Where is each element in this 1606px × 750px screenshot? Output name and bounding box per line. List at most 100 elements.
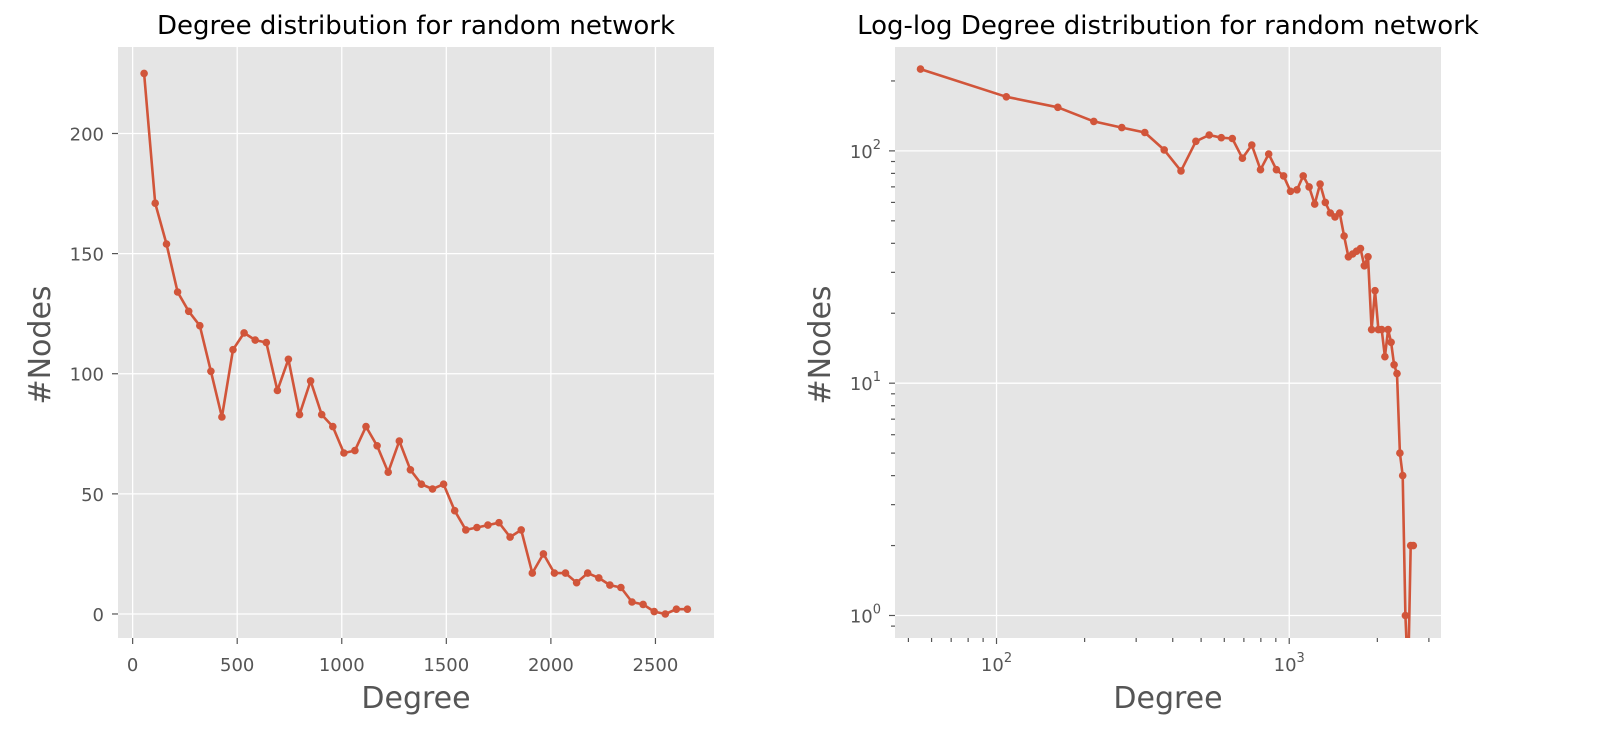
x-axis-label-loglog: Degree [1113, 681, 1222, 716]
data-point [1371, 286, 1379, 295]
data-point [1279, 172, 1288, 180]
x-axis-label-linear: Degree [361, 681, 470, 716]
x-tick-label: 1000 [319, 655, 365, 676]
data-point [1384, 325, 1392, 334]
data-point [672, 605, 681, 613]
data-point [151, 199, 159, 207]
data-point [1340, 232, 1348, 240]
data-point [1360, 262, 1369, 270]
data-point [173, 288, 182, 296]
x-tick-label: 2000 [528, 655, 574, 676]
data-point [406, 466, 415, 474]
data-point [1002, 93, 1011, 101]
data-point [262, 338, 271, 347]
data-point [229, 345, 237, 354]
data-point [251, 336, 259, 344]
data-point [1401, 611, 1410, 620]
data-point [506, 533, 514, 541]
data-point [495, 518, 503, 527]
x-tick-label: 0 [127, 655, 138, 676]
x-tick-label: 102 [981, 651, 1012, 676]
data-point [1364, 252, 1372, 261]
y-tick-label: 100 [850, 602, 881, 627]
data-point [1248, 141, 1256, 149]
loglog-degree-chart: 102 103 100 101 102 Log-log Degree distribut… [803, 11, 1479, 716]
x-tick-label: 103 [1274, 651, 1305, 676]
data-point [583, 569, 592, 577]
y-tick-label: 101 [850, 370, 881, 395]
y-tick-label: 150 [70, 245, 104, 266]
data-point [284, 355, 293, 364]
data-point [1272, 165, 1281, 174]
x-tick-label: 2500 [633, 655, 679, 676]
data-point [1090, 117, 1098, 126]
data-point [650, 607, 658, 616]
data-point [473, 523, 481, 532]
data-point [1409, 541, 1418, 550]
data-point [484, 521, 492, 529]
data-point [218, 413, 226, 421]
data-point [1356, 244, 1365, 253]
x-tick-label: 500 [220, 655, 254, 676]
data-point [1305, 183, 1313, 191]
data-point [184, 307, 193, 316]
y-tick-label: 200 [70, 124, 104, 145]
data-point [384, 468, 393, 477]
y-axis-label-linear: #Nodes [23, 285, 58, 404]
data-point [1396, 449, 1404, 457]
data-point [306, 377, 315, 385]
data-point [428, 485, 437, 493]
y-axis-label-loglog: #Nodes [803, 285, 838, 404]
data-point [1390, 361, 1398, 369]
data-point [683, 605, 692, 613]
y-tick-label: 102 [850, 138, 881, 163]
data-point [1321, 198, 1330, 207]
data-point [340, 449, 348, 457]
data-point [140, 69, 148, 78]
data-point [1177, 167, 1185, 175]
data-point [351, 446, 359, 455]
data-point [362, 422, 370, 431]
data-point [1264, 150, 1273, 158]
data-point [628, 598, 636, 606]
data-point [1381, 352, 1389, 361]
y-tick-label: 50 [81, 485, 104, 506]
chart-title-linear: Degree distribution for random network [157, 11, 675, 41]
data-point [595, 574, 603, 582]
data-point [561, 569, 570, 577]
data-point [1118, 123, 1126, 132]
data-point [1256, 165, 1265, 174]
data-point [295, 410, 304, 419]
data-point [1299, 172, 1307, 180]
data-point [1217, 133, 1226, 142]
data-point [1228, 134, 1237, 143]
data-point [273, 386, 282, 395]
data-point [1377, 325, 1386, 334]
linear-degree-chart: 0 500 1000 1500 2000 2500 0 50 100 150 200 Degree … [23, 11, 714, 716]
data-point [661, 610, 670, 618]
data-point [1310, 200, 1319, 208]
data-point [1398, 471, 1407, 480]
data-point [1192, 137, 1200, 146]
data-point [207, 367, 215, 376]
data-point [1205, 131, 1213, 139]
data-point [1286, 187, 1295, 196]
data-point [639, 600, 647, 609]
data-point [196, 321, 204, 330]
data-point [462, 526, 470, 534]
data-point [916, 65, 925, 73]
data-point [528, 569, 537, 577]
data-point [1367, 325, 1376, 334]
plot-area-loglog [895, 47, 1441, 638]
data-point [395, 437, 404, 445]
plot-area-linear [118, 47, 714, 638]
chart-title-loglog: Log-log Degree distribution for random n… [857, 11, 1479, 41]
y-tick-label: 100 [70, 365, 104, 386]
data-point [572, 578, 581, 587]
data-point [1393, 369, 1401, 378]
data-point [1316, 180, 1324, 188]
data-point [1335, 209, 1344, 217]
data-point [1054, 103, 1062, 112]
x-tick-label: 1500 [423, 655, 469, 676]
